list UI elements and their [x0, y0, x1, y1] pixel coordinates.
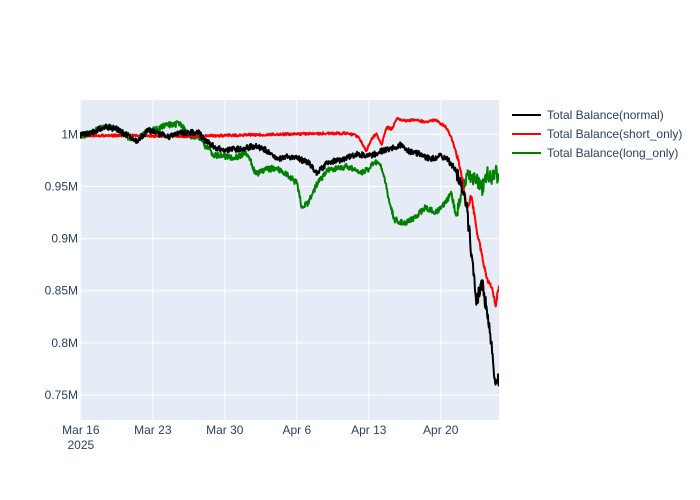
- legend-label: Total Balance(short_only): [547, 127, 682, 141]
- y-tick-label: 1M: [61, 127, 78, 141]
- x-tick-year-label: 2025: [68, 438, 95, 452]
- series-layer: [80, 116, 499, 387]
- legend-item[interactable]: Total Balance(long_only): [512, 146, 678, 160]
- plot-background: [80, 100, 499, 420]
- legend-label: Total Balance(normal): [547, 108, 664, 122]
- y-tick-label: 0.75M: [45, 388, 78, 402]
- x-tick-label: Apr 6: [282, 423, 311, 437]
- x-tick-label: Apr 13: [351, 423, 387, 437]
- x-tick-label: Apr 20: [423, 423, 459, 437]
- legend-item[interactable]: Total Balance(normal): [512, 108, 664, 122]
- series-line-0: [80, 123, 499, 387]
- y-tick-label: 0.85M: [45, 284, 78, 298]
- y-tick-label: 0.8M: [51, 336, 78, 350]
- legend[interactable]: Total Balance(normal) Total Balance(short…: [512, 108, 682, 160]
- y-axis-ticks: 0.75M 0.8M 0.85M 0.9M 0.95M 1M: [45, 127, 78, 402]
- x-tick-label: Mar 16: [62, 423, 100, 437]
- x-tick-label: Mar 23: [134, 423, 172, 437]
- series-line-1: [80, 116, 499, 308]
- legend-label: Total Balance(long_only): [547, 146, 678, 160]
- legend-item[interactable]: Total Balance(short_only): [512, 127, 682, 141]
- y-tick-label: 0.9M: [51, 232, 78, 246]
- x-tick-label: Mar 30: [206, 423, 244, 437]
- y-tick-label: 0.95M: [45, 180, 78, 194]
- plot-area: [80, 116, 499, 387]
